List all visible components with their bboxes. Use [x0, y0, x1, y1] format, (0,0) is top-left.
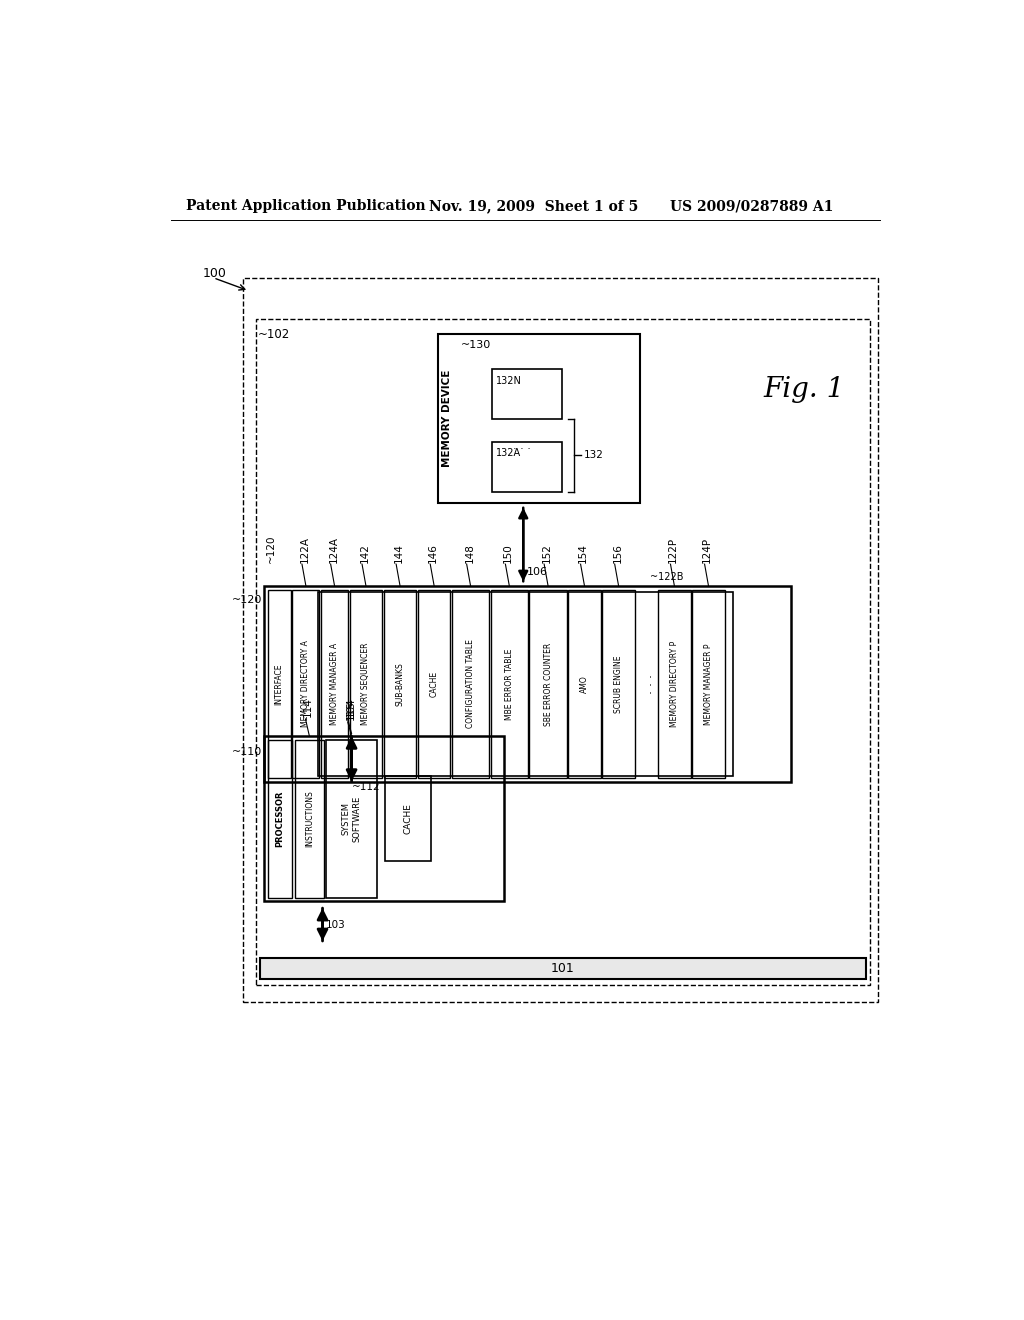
Text: MEMORY DEVICE: MEMORY DEVICE	[442, 370, 452, 467]
Bar	[692, 590, 725, 779]
Bar	[493, 442, 562, 492]
Text: 101: 101	[551, 962, 574, 975]
Text: 154: 154	[579, 543, 588, 562]
Text: CACHE: CACHE	[430, 671, 438, 697]
Text: ~120: ~120	[266, 535, 275, 562]
Text: PROCESSOR: PROCESSOR	[275, 791, 285, 847]
Text: 103: 103	[326, 920, 345, 929]
Bar	[418, 590, 451, 779]
Text: Fig. 1: Fig. 1	[764, 376, 845, 403]
Bar	[349, 590, 382, 779]
Text: 104: 104	[345, 698, 355, 718]
Bar	[327, 739, 377, 898]
Bar	[452, 590, 489, 779]
Bar	[295, 739, 324, 898]
Text: ~130: ~130	[461, 341, 492, 350]
Text: SCRUB ENGINE: SCRUB ENGINE	[614, 655, 623, 713]
Bar	[568, 590, 601, 779]
Bar	[263, 586, 791, 781]
Text: 156: 156	[612, 543, 623, 562]
Bar	[385, 776, 431, 861]
Bar	[438, 334, 640, 503]
Bar	[267, 590, 291, 779]
Text: MEMORY DIRECTORY P: MEMORY DIRECTORY P	[670, 640, 679, 727]
Text: ~102: ~102	[257, 327, 290, 341]
Text: SYSTEM
SOFTWARE: SYSTEM SOFTWARE	[342, 796, 361, 842]
Bar	[267, 739, 292, 898]
Bar	[602, 590, 635, 779]
Bar	[256, 318, 869, 985]
Text: ~120: ~120	[231, 595, 262, 605]
Text: 144: 144	[394, 543, 403, 562]
Text: . . .: . . .	[641, 675, 654, 694]
Text: 115: 115	[345, 701, 355, 721]
Bar	[384, 590, 417, 779]
Text: MEMORY MANAGER P: MEMORY MANAGER P	[703, 643, 713, 725]
Bar	[317, 591, 732, 776]
Text: 106: 106	[527, 566, 548, 577]
Text: 132: 132	[584, 450, 603, 461]
Text: SUB-BANKS: SUB-BANKS	[395, 663, 404, 706]
Text: Nov. 19, 2009  Sheet 1 of 5: Nov. 19, 2009 Sheet 1 of 5	[429, 199, 638, 213]
Text: 100: 100	[203, 268, 226, 280]
Bar	[658, 590, 690, 779]
Text: INTERFACE: INTERFACE	[274, 663, 284, 705]
Text: SBE ERROR COUNTER: SBE ERROR COUNTER	[544, 643, 553, 726]
Text: 122P: 122P	[669, 536, 678, 562]
Bar	[260, 958, 866, 979]
Text: 132A: 132A	[496, 447, 521, 458]
Text: 124A: 124A	[329, 536, 338, 562]
Text: INSTRUCTIONS: INSTRUCTIONS	[305, 791, 313, 847]
Bar	[263, 737, 504, 902]
Text: 132N: 132N	[496, 376, 522, 387]
Text: 148: 148	[464, 543, 474, 562]
Text: . . .: . . .	[513, 441, 530, 450]
Text: MEMORY SEQUENCER: MEMORY SEQUENCER	[361, 643, 371, 725]
Text: MEMORY DIRECTORY A: MEMORY DIRECTORY A	[301, 640, 310, 727]
Text: Patent Application Publication: Patent Application Publication	[186, 199, 426, 213]
Text: ~112: ~112	[352, 781, 381, 792]
Bar	[529, 590, 566, 779]
Text: AMO: AMO	[580, 675, 589, 693]
Text: CONFIGURATION TABLE: CONFIGURATION TABLE	[466, 639, 475, 729]
Bar	[493, 368, 562, 418]
Bar	[243, 277, 879, 1002]
Bar	[321, 590, 348, 779]
Text: 124P: 124P	[702, 536, 713, 562]
Text: 150: 150	[503, 543, 513, 562]
Text: MEMORY MANAGER A: MEMORY MANAGER A	[330, 643, 339, 725]
Text: 152: 152	[542, 543, 552, 562]
Text: ~110: ~110	[231, 747, 262, 758]
Bar	[490, 590, 528, 779]
Text: ~122B: ~122B	[649, 572, 683, 582]
Bar	[292, 590, 319, 779]
Text: 146: 146	[428, 543, 438, 562]
Text: MBE ERROR TABLE: MBE ERROR TABLE	[505, 648, 514, 719]
Text: US 2009/0287889 A1: US 2009/0287889 A1	[671, 199, 834, 213]
Text: 122A: 122A	[300, 536, 309, 562]
Text: CACHE: CACHE	[403, 803, 413, 834]
Text: 114: 114	[303, 697, 313, 718]
Text: 142: 142	[359, 543, 370, 562]
